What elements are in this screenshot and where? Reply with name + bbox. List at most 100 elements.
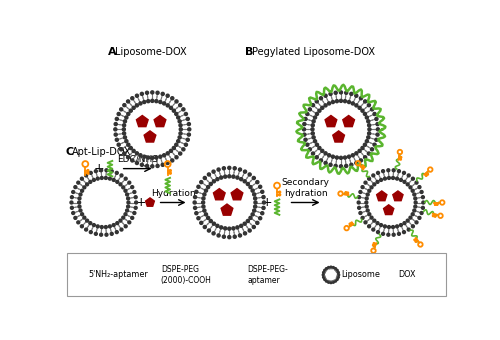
Circle shape xyxy=(216,177,219,181)
Circle shape xyxy=(108,177,112,180)
Circle shape xyxy=(396,177,398,180)
Circle shape xyxy=(340,91,342,94)
Circle shape xyxy=(238,270,240,272)
Circle shape xyxy=(329,163,332,166)
Circle shape xyxy=(414,239,416,241)
Circle shape xyxy=(156,165,159,168)
Circle shape xyxy=(344,165,348,168)
Circle shape xyxy=(244,232,246,235)
Circle shape xyxy=(324,152,327,155)
Circle shape xyxy=(349,223,350,225)
Circle shape xyxy=(216,224,219,227)
Circle shape xyxy=(407,174,410,177)
Circle shape xyxy=(249,186,252,189)
Circle shape xyxy=(258,217,262,220)
Circle shape xyxy=(368,189,371,192)
Circle shape xyxy=(415,241,416,242)
Circle shape xyxy=(262,195,265,199)
Circle shape xyxy=(212,232,215,235)
Circle shape xyxy=(80,213,84,216)
Text: Hydration: Hydration xyxy=(151,189,196,198)
Circle shape xyxy=(418,217,421,219)
Circle shape xyxy=(380,178,382,182)
Circle shape xyxy=(170,172,172,174)
Circle shape xyxy=(321,149,324,152)
Circle shape xyxy=(364,100,366,103)
Circle shape xyxy=(117,113,120,116)
Circle shape xyxy=(376,222,379,225)
Circle shape xyxy=(388,226,390,228)
Circle shape xyxy=(328,281,330,283)
Circle shape xyxy=(125,140,128,143)
Circle shape xyxy=(414,197,417,200)
Circle shape xyxy=(124,213,127,216)
Circle shape xyxy=(318,147,321,150)
Circle shape xyxy=(105,169,108,172)
Circle shape xyxy=(176,116,180,119)
Circle shape xyxy=(172,147,176,150)
Circle shape xyxy=(376,181,379,183)
Circle shape xyxy=(126,205,130,208)
Circle shape xyxy=(233,235,236,238)
Circle shape xyxy=(78,205,81,208)
Circle shape xyxy=(204,189,208,192)
Circle shape xyxy=(119,183,122,186)
Circle shape xyxy=(260,212,264,215)
Circle shape xyxy=(434,204,436,205)
Circle shape xyxy=(224,227,226,230)
Circle shape xyxy=(415,221,418,224)
Circle shape xyxy=(252,176,256,180)
Circle shape xyxy=(316,143,318,146)
Circle shape xyxy=(364,156,366,159)
Circle shape xyxy=(162,102,166,105)
Circle shape xyxy=(320,97,322,100)
Circle shape xyxy=(204,225,206,228)
Circle shape xyxy=(134,206,137,209)
Circle shape xyxy=(110,232,113,235)
Text: DSPE-PEG
(2000)-COOH: DSPE-PEG (2000)-COOH xyxy=(161,265,212,285)
Circle shape xyxy=(373,183,376,186)
Circle shape xyxy=(233,167,236,170)
Circle shape xyxy=(122,128,126,131)
Circle shape xyxy=(133,211,136,215)
Circle shape xyxy=(146,100,150,103)
Circle shape xyxy=(350,163,353,166)
Circle shape xyxy=(174,113,178,116)
Circle shape xyxy=(403,181,406,183)
Circle shape xyxy=(206,186,210,189)
Circle shape xyxy=(228,236,231,239)
Circle shape xyxy=(350,92,353,96)
Circle shape xyxy=(392,169,395,172)
Circle shape xyxy=(186,117,190,120)
Circle shape xyxy=(116,171,118,174)
Circle shape xyxy=(83,186,86,189)
Circle shape xyxy=(170,97,174,100)
Circle shape xyxy=(203,209,206,212)
Circle shape xyxy=(161,92,164,96)
Circle shape xyxy=(368,132,370,135)
Circle shape xyxy=(178,120,181,123)
Circle shape xyxy=(312,152,314,155)
Circle shape xyxy=(370,108,374,111)
FancyBboxPatch shape xyxy=(67,253,446,296)
Circle shape xyxy=(366,209,369,212)
Circle shape xyxy=(375,138,378,141)
Circle shape xyxy=(278,191,280,193)
Circle shape xyxy=(194,206,196,209)
Circle shape xyxy=(262,201,266,204)
Circle shape xyxy=(100,233,102,236)
Circle shape xyxy=(80,179,127,226)
Circle shape xyxy=(131,186,134,189)
Text: EDC/NHS: EDC/NHS xyxy=(117,155,158,164)
Circle shape xyxy=(217,168,220,171)
Circle shape xyxy=(347,192,348,193)
Text: Pegylated Liposome-DOX: Pegylated Liposome-DOX xyxy=(252,47,374,57)
Circle shape xyxy=(208,173,210,176)
Circle shape xyxy=(146,156,150,159)
Circle shape xyxy=(124,225,127,228)
Circle shape xyxy=(70,196,74,199)
Circle shape xyxy=(348,155,350,158)
Circle shape xyxy=(228,175,231,178)
Circle shape xyxy=(322,276,324,278)
Circle shape xyxy=(232,175,235,178)
